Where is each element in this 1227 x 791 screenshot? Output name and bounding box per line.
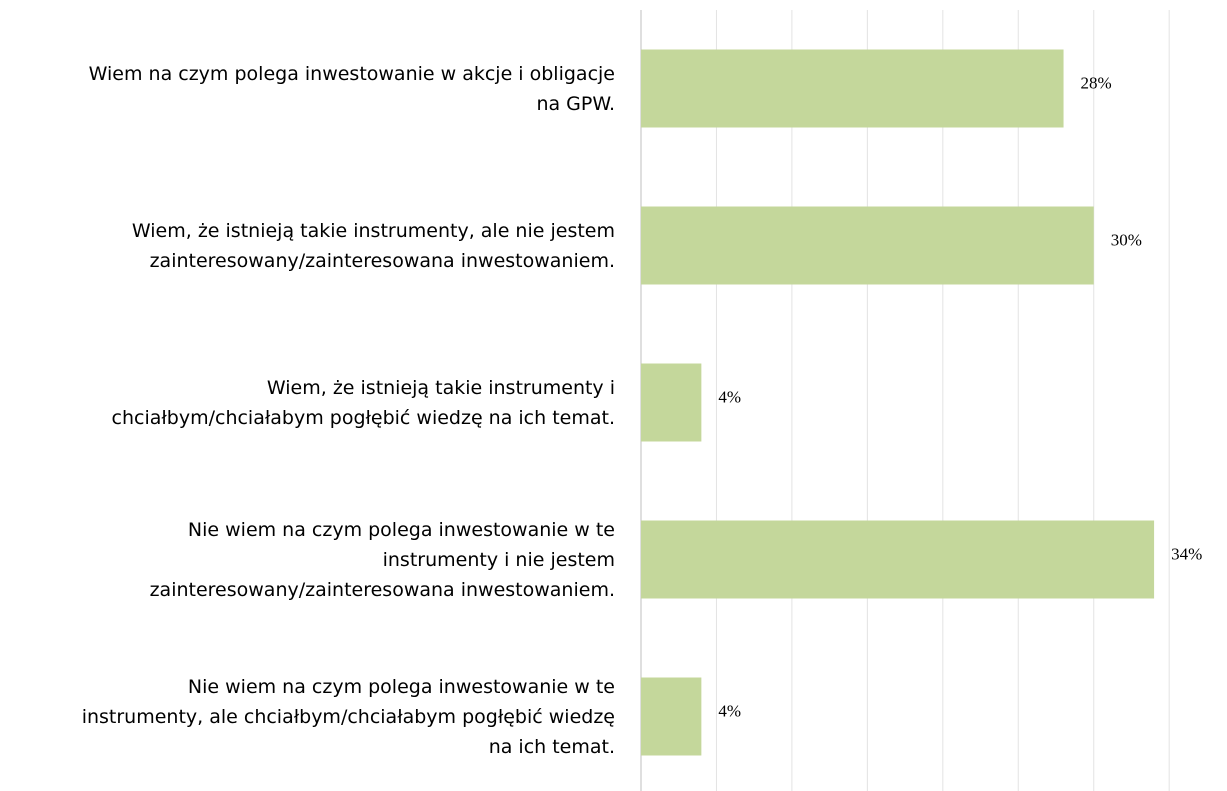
bar: [641, 206, 1094, 285]
category-label: Nie wiem na czym polega inwestowanie w t…: [149, 518, 615, 601]
category-label: Wiem, że istnieją takie instrumenty i ch…: [111, 376, 615, 429]
data-label: 34%: [1171, 544, 1202, 563]
category-label: Wiem, że istnieją takie instrumenty, ale…: [131, 219, 615, 272]
category-label: Wiem na czym polega inwestowanie w akcje…: [88, 62, 615, 115]
data-label: 28%: [1081, 73, 1112, 92]
category-label: Nie wiem na czym polega inwestowanie w t…: [81, 675, 615, 758]
data-label: 4%: [718, 387, 741, 406]
data-label: 30%: [1111, 230, 1142, 249]
bar: [641, 520, 1155, 599]
data-label: 4%: [718, 701, 741, 720]
bar: [641, 363, 702, 442]
bar: [641, 677, 702, 756]
bar: [641, 49, 1064, 128]
